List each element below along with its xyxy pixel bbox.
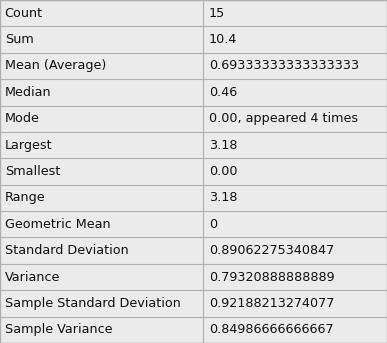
Text: 0.89062275340847: 0.89062275340847 <box>209 244 334 257</box>
Text: 0.84986666666667: 0.84986666666667 <box>209 323 334 336</box>
Text: 0.00: 0.00 <box>209 165 238 178</box>
Text: Geometric Mean: Geometric Mean <box>5 218 110 231</box>
Bar <box>0 264 203 290</box>
Text: 10.4: 10.4 <box>209 33 237 46</box>
Bar <box>203 158 387 185</box>
Bar <box>0 132 203 158</box>
Text: 0.79320888888889: 0.79320888888889 <box>209 271 335 284</box>
Bar <box>203 290 387 317</box>
Bar <box>203 317 387 343</box>
Bar <box>0 26 203 53</box>
Text: Standard Deviation: Standard Deviation <box>5 244 128 257</box>
Bar <box>203 79 387 106</box>
Bar <box>203 264 387 290</box>
Text: Sample Variance: Sample Variance <box>5 323 112 336</box>
Bar <box>0 0 203 26</box>
Bar <box>203 237 387 264</box>
Bar <box>203 106 387 132</box>
Bar <box>0 185 203 211</box>
Text: 0.46: 0.46 <box>209 86 237 99</box>
Text: 0: 0 <box>209 218 217 231</box>
Bar <box>203 132 387 158</box>
Text: Largest: Largest <box>5 139 52 152</box>
Text: Sample Standard Deviation: Sample Standard Deviation <box>5 297 180 310</box>
Bar <box>0 290 203 317</box>
Bar <box>203 185 387 211</box>
Bar <box>203 0 387 26</box>
Text: 0.92188213274077: 0.92188213274077 <box>209 297 334 310</box>
Text: 3.18: 3.18 <box>209 191 238 204</box>
Bar <box>0 106 203 132</box>
Bar <box>0 53 203 79</box>
Text: 0.00, appeared 4 times: 0.00, appeared 4 times <box>209 112 358 125</box>
Bar <box>0 237 203 264</box>
Bar <box>0 211 203 237</box>
Text: Sum: Sum <box>5 33 33 46</box>
Text: Variance: Variance <box>5 271 60 284</box>
Bar <box>0 79 203 106</box>
Text: Range: Range <box>5 191 45 204</box>
Text: 0.69333333333333333: 0.69333333333333333 <box>209 59 359 72</box>
Bar <box>0 317 203 343</box>
Text: Count: Count <box>5 7 43 20</box>
Bar <box>0 158 203 185</box>
Text: Median: Median <box>5 86 51 99</box>
Text: Mean (Average): Mean (Average) <box>5 59 106 72</box>
Bar <box>203 211 387 237</box>
Text: Smallest: Smallest <box>5 165 60 178</box>
Text: 15: 15 <box>209 7 225 20</box>
Text: Mode: Mode <box>5 112 39 125</box>
Bar <box>203 26 387 53</box>
Bar <box>203 53 387 79</box>
Text: 3.18: 3.18 <box>209 139 238 152</box>
